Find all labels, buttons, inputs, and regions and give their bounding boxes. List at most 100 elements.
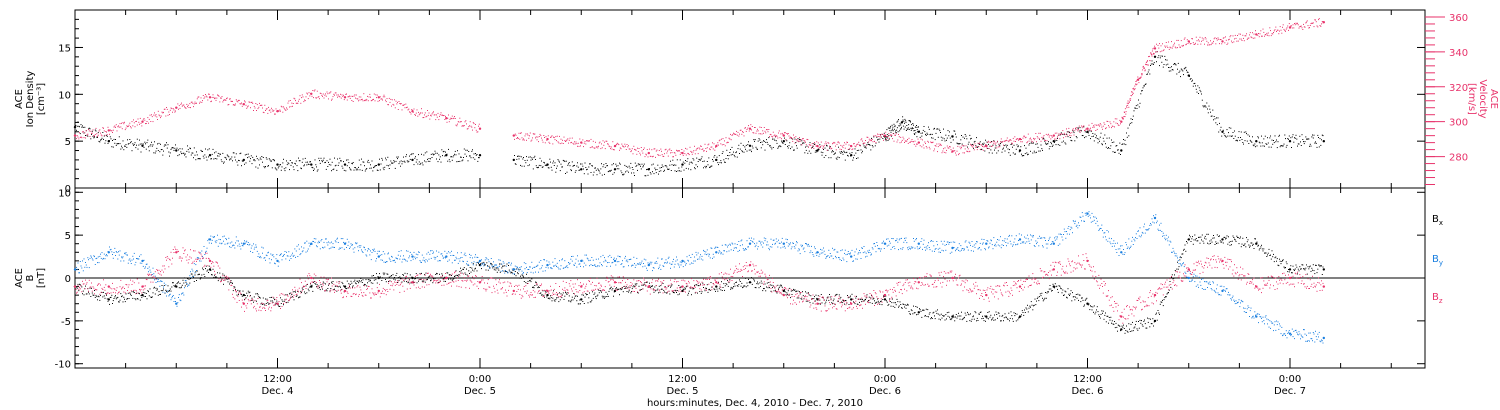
velocity-series-sample bbox=[469, 125, 470, 127]
ion-density-series-sample bbox=[315, 164, 317, 166]
velocity-series-sample bbox=[228, 104, 230, 105]
ion-density-series-sample bbox=[1151, 60, 1153, 62]
ion-density-series-sample bbox=[421, 162, 423, 164]
ion-density-series-sample bbox=[862, 150, 863, 152]
velocity-series-sample bbox=[384, 96, 386, 98]
velocity-series-sample bbox=[607, 143, 609, 145]
velocity-series-sample bbox=[790, 136, 791, 138]
bx-series-sample bbox=[436, 273, 438, 275]
ion-density-series-sample bbox=[473, 153, 475, 155]
bx-series-sample bbox=[907, 304, 909, 306]
velocity-series-sample bbox=[300, 102, 302, 104]
bx-series-sample bbox=[283, 304, 284, 306]
bx-series-sample bbox=[788, 294, 790, 296]
bx-series-sample bbox=[361, 280, 362, 282]
ion-density-series-sample bbox=[709, 166, 711, 168]
velocity-series-sample bbox=[289, 106, 290, 108]
velocity-series-sample bbox=[928, 141, 929, 143]
ion-density-series-sample bbox=[1170, 70, 1172, 72]
velocity-series-point bbox=[883, 134, 887, 137]
velocity-series-sample bbox=[955, 152, 956, 154]
bx-series-sample bbox=[685, 288, 686, 290]
ion-density-series-sample bbox=[147, 139, 149, 141]
bx-series-sample bbox=[168, 290, 170, 292]
velocity-series-sample bbox=[1141, 74, 1143, 76]
velocity-series-sample bbox=[898, 136, 900, 138]
bx-series-sample bbox=[883, 295, 884, 297]
bx-series-sample bbox=[677, 294, 679, 296]
bx-series-sample bbox=[1183, 248, 1185, 250]
velocity-series-sample bbox=[387, 104, 389, 106]
ion-density-series-sample bbox=[1039, 150, 1041, 152]
ion-density-series-sample bbox=[1294, 137, 1296, 139]
bx-series-sample bbox=[90, 296, 92, 297]
ion-density-series-sample bbox=[1149, 73, 1151, 75]
ion-density-series-sample bbox=[1204, 105, 1205, 107]
velocity-series-point bbox=[681, 151, 684, 155]
ion-density-series-sample bbox=[893, 123, 895, 125]
bx-series-sample bbox=[184, 277, 185, 279]
ion-density-series-sample bbox=[350, 169, 352, 171]
velocity-series-sample bbox=[301, 97, 302, 99]
ion-density-series-sample bbox=[203, 157, 205, 159]
velocity-series-sample bbox=[811, 143, 813, 144]
velocity-series-sample bbox=[1133, 87, 1135, 89]
ion-density-series-sample bbox=[809, 142, 811, 144]
bx-series-sample bbox=[587, 302, 589, 304]
bx-series-sample bbox=[380, 277, 382, 279]
bx-series-sample bbox=[274, 304, 276, 306]
ion-density-series-sample bbox=[417, 163, 419, 165]
ion-density-series-sample bbox=[1279, 134, 1280, 136]
bx-series-sample bbox=[548, 297, 550, 299]
bx-series-sample bbox=[1186, 241, 1187, 242]
ion-density-series-sample bbox=[1240, 131, 1242, 133]
ion-density-series-sample bbox=[1057, 137, 1058, 139]
bx-series-sample bbox=[244, 299, 245, 301]
velocity-series-sample bbox=[886, 136, 888, 137]
ion-density-series-sample bbox=[857, 157, 859, 159]
bx-series-sample bbox=[667, 285, 669, 287]
velocity-series-sample bbox=[524, 135, 526, 137]
bx-series-sample bbox=[629, 286, 631, 288]
bx-series-sample bbox=[1075, 296, 1076, 298]
ion-density-series-sample bbox=[228, 156, 230, 158]
velocity-series-sample bbox=[817, 142, 819, 144]
ion-density-series-sample bbox=[1212, 109, 1214, 111]
bx-series-sample bbox=[888, 303, 890, 305]
ion-density-series-sample bbox=[83, 132, 85, 134]
velocity-series-sample bbox=[1239, 38, 1241, 40]
ion-density-series-sample bbox=[1146, 73, 1148, 75]
bx-series-sample bbox=[652, 285, 653, 287]
ion-density-series-sample bbox=[354, 167, 356, 168]
bx-series-sample bbox=[491, 264, 493, 266]
ion-density-series-sample bbox=[658, 170, 660, 172]
bx-series-sample bbox=[777, 284, 779, 286]
velocity-series-sample bbox=[355, 97, 356, 99]
ion-density-series-sample bbox=[196, 154, 198, 156]
ion-density-series-sample bbox=[940, 132, 941, 133]
ion-density-series-sample bbox=[618, 168, 620, 170]
bx-series-sample bbox=[672, 291, 674, 293]
ion-density-series-sample bbox=[897, 120, 899, 122]
velocity-series-sample bbox=[317, 96, 319, 98]
velocity-series-sample bbox=[1032, 141, 1034, 143]
velocity-series-sample bbox=[382, 96, 384, 98]
ion-density-series-sample bbox=[1025, 147, 1027, 149]
ion-density-series-sample bbox=[814, 151, 816, 153]
velocity-series-sample bbox=[832, 143, 833, 145]
bx-series-sample bbox=[563, 298, 565, 300]
ion-density-series-sample bbox=[414, 157, 416, 159]
ion-density-series-sample bbox=[784, 144, 786, 145]
bx-series-sample bbox=[694, 292, 696, 294]
ion-density-series-sample bbox=[1132, 115, 1134, 117]
bx-series-sample bbox=[1119, 325, 1121, 327]
velocity-series-sample bbox=[826, 149, 828, 151]
ion-density-series-sample bbox=[1058, 134, 1060, 136]
ion-density-series-sample bbox=[313, 168, 315, 170]
ion-density-series-sample bbox=[94, 129, 96, 131]
velocity-series-sample bbox=[85, 130, 87, 132]
ion-density-series-sample bbox=[1197, 85, 1199, 87]
ion-density-series-sample bbox=[285, 167, 287, 169]
velocity-series-sample bbox=[733, 132, 734, 134]
bx-series-sample bbox=[666, 292, 668, 294]
